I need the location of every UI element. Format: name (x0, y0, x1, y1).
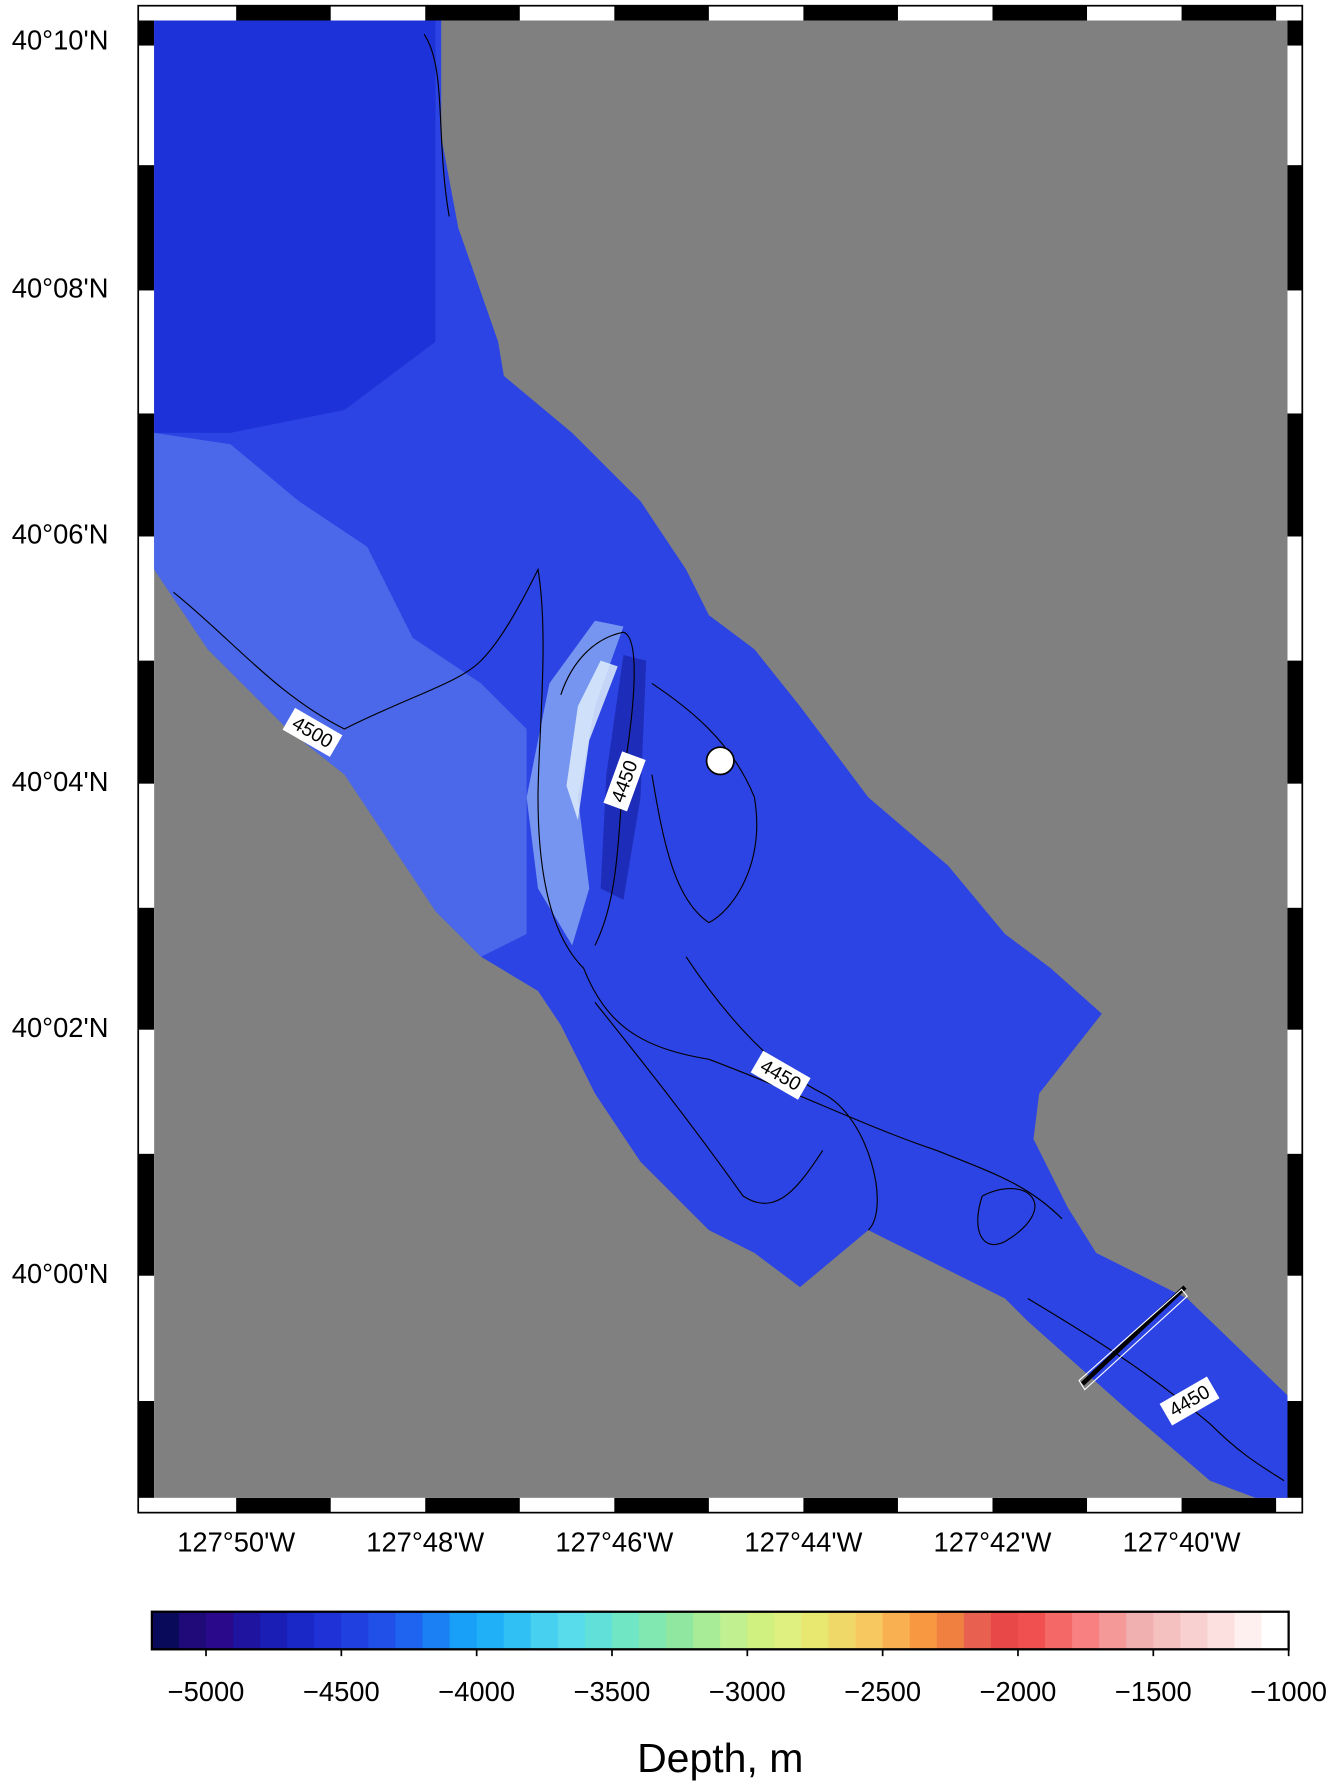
frame-check (138, 165, 154, 290)
frame-check (1182, 1498, 1277, 1513)
colorbar-band (1180, 1612, 1208, 1650)
colorbar-tick-label: −3500 (574, 1676, 651, 1707)
frame-check (138, 1401, 154, 1498)
colorbar-band (504, 1612, 532, 1650)
colorbar-band (666, 1612, 694, 1650)
colorbar-band (450, 1612, 478, 1650)
colorbar-band (531, 1612, 559, 1650)
frame-check (1287, 413, 1302, 536)
frame-check (138, 413, 154, 536)
colorbar-tick-label: −1000 (1250, 1676, 1327, 1707)
frame-check (425, 6, 520, 21)
colorbar-band (910, 1612, 938, 1650)
lon-label: 127°46'W (555, 1527, 673, 1558)
colorbar: −5000 −4500 −4000 −3500 −3000 −2500 −2000 −1500… (152, 1612, 1327, 1781)
colorbar-band (423, 1612, 451, 1650)
frame-check (1287, 908, 1302, 1030)
lat-label: 40°10'N (12, 24, 109, 55)
colorbar-band (991, 1612, 1019, 1650)
colorbar-band (477, 1612, 505, 1650)
lat-label: 40°08'N (12, 273, 109, 304)
frame-check (425, 1498, 520, 1513)
colorbar-band (964, 1612, 992, 1650)
colorbar-band (260, 1612, 288, 1650)
colorbar-band (801, 1612, 829, 1650)
site-marker[interactable] (707, 747, 734, 774)
frame-check (992, 1498, 1087, 1513)
colorbar-tick-label: −4000 (438, 1676, 515, 1707)
colorbar-band (585, 1612, 613, 1650)
frame-check (614, 1498, 709, 1513)
colorbar-band (395, 1612, 423, 1650)
colorbar-band (937, 1612, 965, 1650)
colorbar-band (368, 1612, 396, 1650)
colorbar-band (1045, 1612, 1073, 1650)
lon-label: 127°48'W (366, 1527, 484, 1558)
colorbar-band (341, 1612, 369, 1650)
lat-label: 40°02'N (12, 1012, 109, 1043)
frame-check (1287, 165, 1302, 290)
colorbar-band (314, 1612, 342, 1650)
frame-check (138, 1154, 154, 1276)
swath-shade (154, 21, 435, 433)
colorbar-tick-label: −1500 (1115, 1676, 1192, 1707)
frame-check (138, 21, 154, 46)
colorbar-band (1262, 1612, 1290, 1650)
frame-check (1287, 21, 1302, 46)
colorbar-tick-label: −2500 (844, 1676, 921, 1707)
colorbar-label: Depth, m (637, 1735, 803, 1781)
colorbar-band (639, 1612, 667, 1650)
colorbar-band (1072, 1612, 1100, 1650)
lat-label: 40°00'N (12, 1258, 109, 1289)
colorbar-band (1235, 1612, 1263, 1650)
colorbar-band (883, 1612, 911, 1650)
colorbar-band (774, 1612, 802, 1650)
colorbar-band (1018, 1612, 1046, 1650)
frame-check (1287, 661, 1302, 784)
frame-check (803, 1498, 898, 1513)
page: 40°10'N 40°08'N 40°06'N 40°04'N 40°02'N 40°00… (0, 0, 1338, 1786)
colorbar-band (1153, 1612, 1181, 1650)
lat-label: 40°04'N (12, 766, 109, 797)
colorbar-band (1099, 1612, 1127, 1650)
colorbar-tick-label: −5000 (168, 1676, 245, 1707)
colorbar-tick-label: −2000 (980, 1676, 1057, 1707)
frame-check (236, 1498, 331, 1513)
frame-check (1287, 1154, 1302, 1276)
colorbar-band (1126, 1612, 1154, 1650)
lat-label: 40°06'N (12, 519, 109, 550)
lon-label: 127°40'W (1123, 1527, 1241, 1558)
colorbar-band (1207, 1612, 1235, 1650)
colorbar-band (829, 1612, 857, 1650)
colorbar-band (612, 1612, 640, 1650)
lon-label: 127°42'W (934, 1527, 1052, 1558)
colorbar-tick-label: −3000 (709, 1676, 786, 1707)
frame-check (236, 6, 331, 21)
colorbar-band (179, 1612, 207, 1650)
colorbar-band (720, 1612, 748, 1650)
lon-label: 127°50'W (177, 1527, 295, 1558)
frame-check (1182, 6, 1277, 21)
colorbar-band (206, 1612, 234, 1650)
frame-check (138, 908, 154, 1030)
colorbar-tick-label: −4500 (303, 1676, 380, 1707)
frame-check (992, 6, 1087, 21)
colorbar-band (747, 1612, 775, 1650)
frame-check (1287, 1401, 1302, 1498)
frame-check (614, 6, 709, 21)
map-figure: 40°10'N 40°08'N 40°06'N 40°04'N 40°02'N 40°00… (0, 0, 1338, 1786)
colorbar-band (693, 1612, 721, 1650)
colorbar-band (856, 1612, 884, 1650)
lon-label: 127°44'W (744, 1527, 862, 1558)
colorbar-band (558, 1612, 586, 1650)
colorbar-band (152, 1612, 180, 1650)
frame-check (138, 661, 154, 784)
colorbar-band (287, 1612, 315, 1650)
colorbar-band (233, 1612, 261, 1650)
frame-check (803, 6, 898, 21)
